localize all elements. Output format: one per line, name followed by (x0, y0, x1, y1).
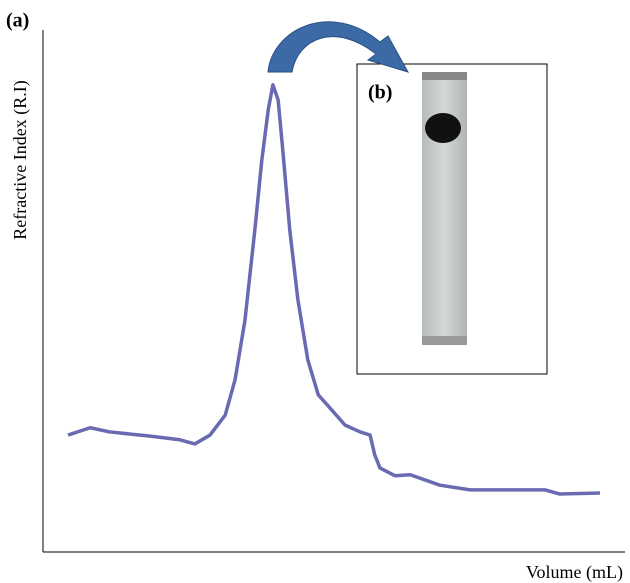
arrow (267, 21, 410, 73)
y-axis-label: Refractive Index (R.I) (10, 80, 31, 239)
line-series (67, 83, 601, 496)
panel-label: (b) (368, 82, 392, 104)
x-axis-label: Volume (mL) (526, 562, 623, 583)
inset: (b) (356, 63, 548, 375)
panel-label: (a) (6, 10, 29, 32)
